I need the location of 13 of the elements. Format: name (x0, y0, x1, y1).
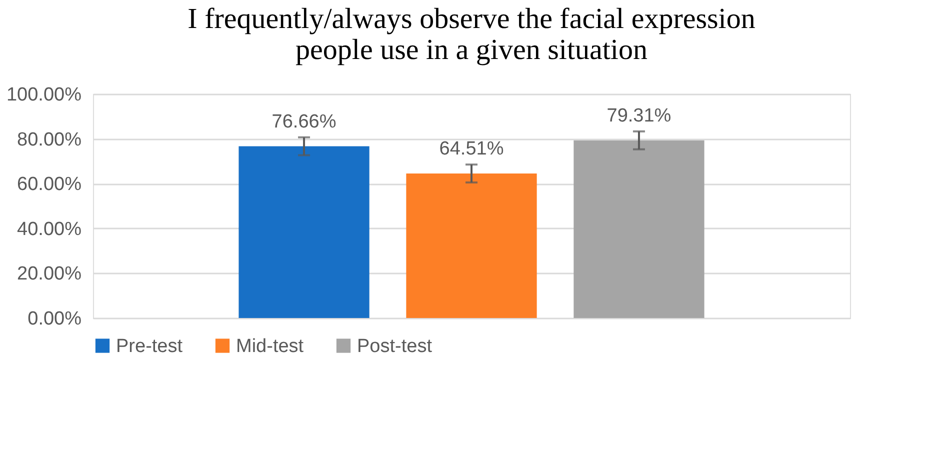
chart-title: I frequently/always observe the facial expression people use in a given situation (188, 3, 756, 66)
text: 64.51% (439, 138, 504, 160)
y-tick-label: 60.00% (17, 174, 82, 196)
y-tick-label: 20.00% (17, 264, 82, 285)
y-tick-label: 40.00% (17, 218, 82, 240)
text: 79.31% (606, 105, 672, 126)
legend-label: Post-test (357, 336, 433, 357)
y-tick-label: 80.00% (17, 129, 82, 150)
y-tick-label: 0.00% (28, 308, 82, 330)
legend-label: Pre-test (116, 336, 184, 357)
legend-label: Mid-test (236, 336, 304, 357)
text: 76.66% (272, 111, 336, 132)
y-tick-label: 100.00% (6, 84, 82, 106)
